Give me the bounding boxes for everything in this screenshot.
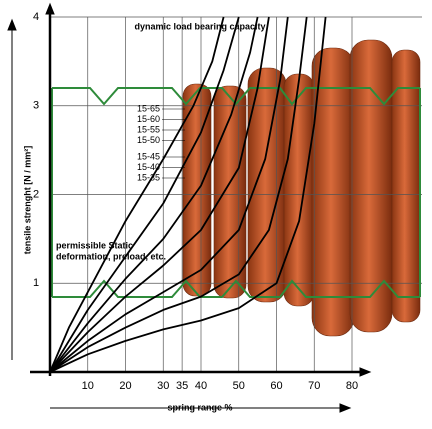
x-tick-label: 35	[176, 380, 188, 392]
x-axis-label: spring range %	[167, 402, 232, 412]
curve-label: 15-60	[137, 114, 160, 124]
annotation: permissible Static	[56, 240, 133, 250]
x-tick-label: 60	[270, 380, 282, 392]
annotation: dynamic load bearing capacity	[134, 21, 265, 31]
x-tick-label: 40	[195, 380, 207, 392]
cylinders	[182, 39, 421, 337]
y-tick-label: 2	[33, 188, 39, 200]
lower-band	[52, 279, 420, 298]
x-tick-label: 10	[82, 380, 94, 392]
y-axis-label: tensile strenght [N / mm²]	[22, 146, 32, 255]
curves	[49, 16, 327, 373]
curve	[49, 16, 270, 373]
x-tick-label: 70	[308, 380, 320, 392]
x-tick-label: 30	[157, 380, 169, 392]
y-tick-label: 4	[33, 11, 39, 23]
curve	[49, 16, 259, 373]
curve	[49, 16, 225, 373]
x-tick-label: 50	[233, 380, 245, 392]
arrow	[359, 367, 372, 377]
curve	[49, 16, 308, 373]
curve-label: 15-45	[137, 151, 160, 161]
curve-label: 15-55	[137, 124, 160, 134]
curve-label: 15-50	[137, 135, 160, 145]
cylinder	[349, 39, 393, 333]
curve	[49, 16, 327, 373]
y-tick-label: 1	[33, 277, 39, 289]
axes	[7, 2, 372, 413]
cylinder	[283, 73, 315, 307]
upper-band	[52, 87, 420, 106]
x-tick-label: 80	[346, 380, 358, 392]
arrow	[45, 2, 55, 15]
curve-label: 15-40	[137, 162, 160, 172]
curve-label: 15-65	[137, 103, 160, 113]
arrow	[7, 18, 17, 31]
arrow	[339, 403, 352, 413]
y-tick-label: 3	[33, 100, 39, 112]
curve	[49, 16, 289, 373]
x-tick-label: 20	[119, 380, 131, 392]
annotation: deformation, preload, etc.	[56, 251, 166, 261]
cylinder	[213, 85, 247, 299]
curve-label: 15-35	[137, 172, 160, 182]
green-bands	[51, 87, 421, 298]
grid	[50, 16, 422, 372]
curve	[49, 16, 240, 373]
